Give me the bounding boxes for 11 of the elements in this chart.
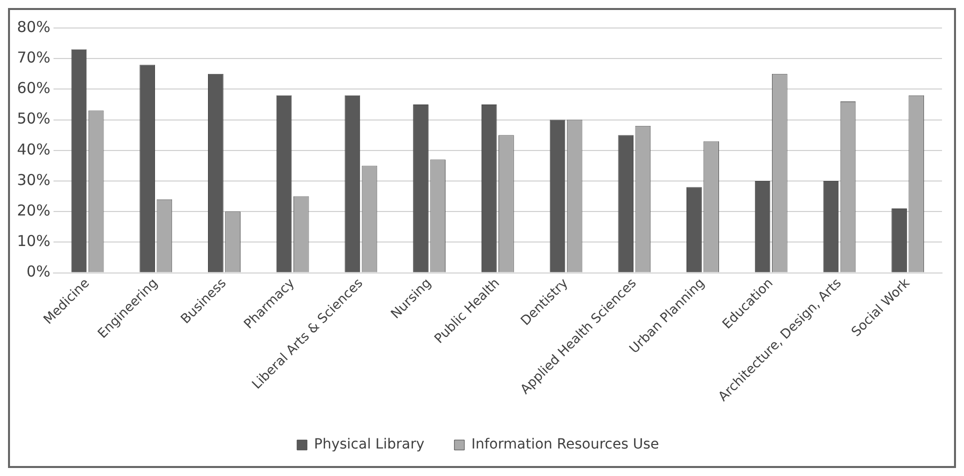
y-tick-label: 80% — [16, 18, 50, 36]
legend-label: Physical Library — [314, 436, 424, 453]
y-tick-label: 60% — [16, 79, 50, 98]
y-tick-label: 50% — [16, 110, 50, 128]
legend-label: Information Resources Use — [471, 436, 659, 453]
y-tick-label: 70% — [16, 48, 50, 66]
y-tick-label: 30% — [16, 170, 50, 189]
y-tick-label: 0% — [26, 262, 50, 281]
y-tick-label: 40% — [16, 140, 50, 158]
y-tick-label: 20% — [16, 201, 50, 220]
y-tick-label: 10% — [16, 232, 50, 250]
